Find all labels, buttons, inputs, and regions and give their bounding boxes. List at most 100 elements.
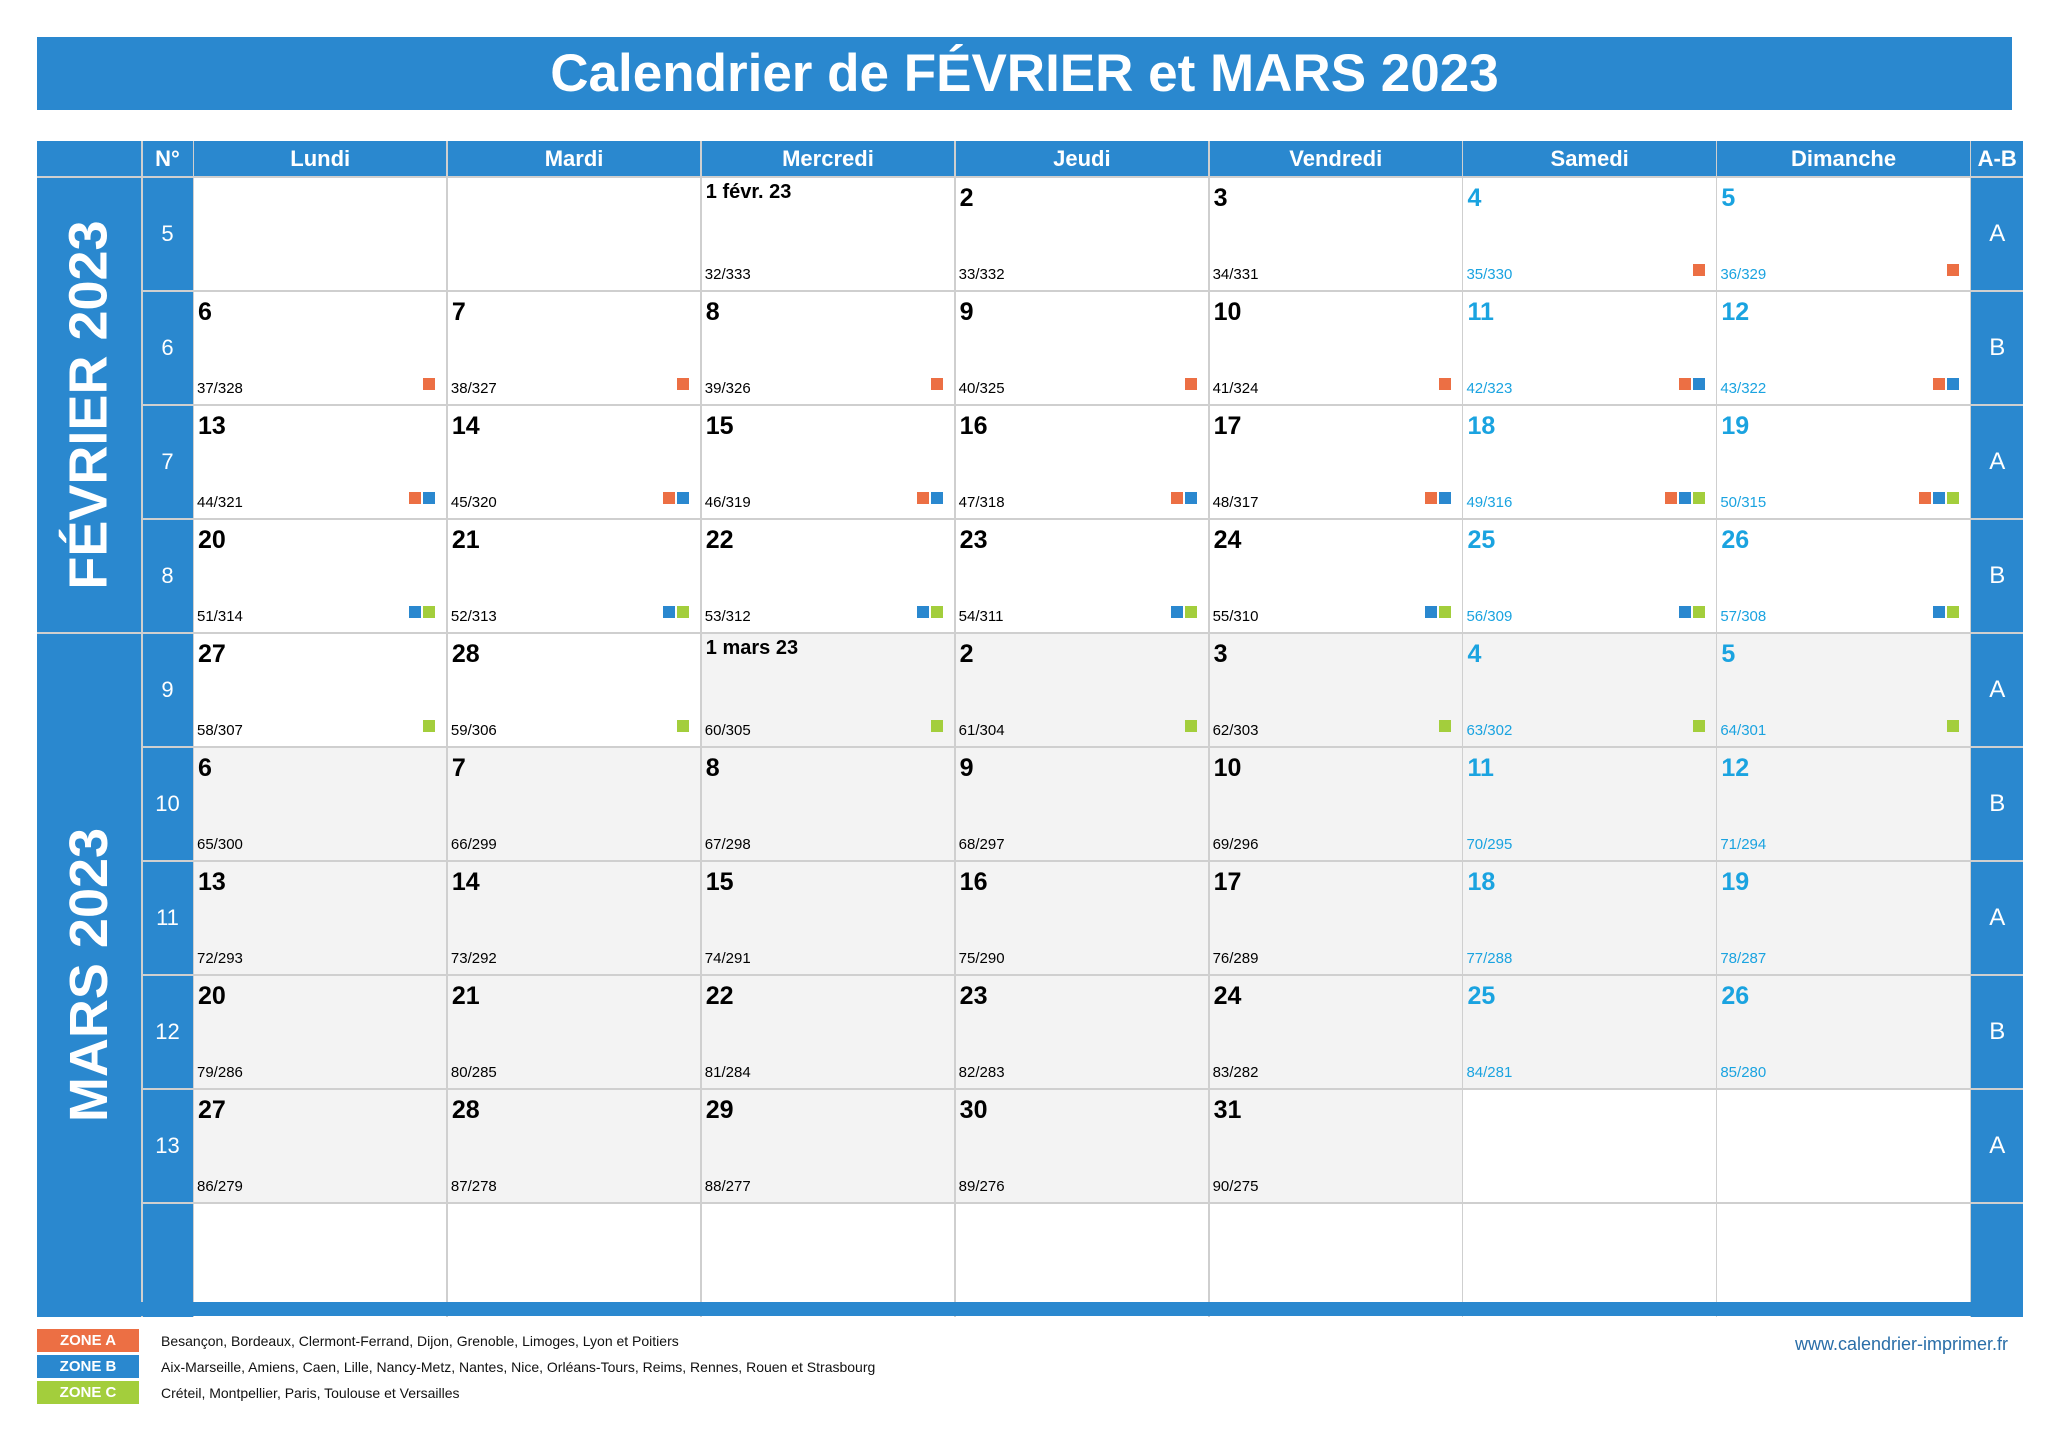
day-number: 12 [1721,297,1750,326]
zone-a-cities: Besançon, Bordeaux, Clermont-Ferrand, Di… [161,1332,679,1349]
day-number: 9 [959,297,974,326]
website-link[interactable]: www.calendrier-imprimer.fr [1794,1334,2008,1354]
day-of-year: 58/307 [197,722,243,739]
day-number: 3 [1213,183,1228,212]
school-zones [1424,606,1451,618]
day-cell-mercredi[interactable]: 29 88/277 [701,1089,955,1202]
day-cell-dimanche[interactable]: 26 85/280 [1717,975,1970,1088]
day-cell-samedi[interactable]: 11 42/323 [1463,291,1716,404]
zone-a-marker [917,492,930,504]
day-cell-dimanche[interactable]: 19 78/287 [1717,861,1970,974]
zone-c-cities: Créteil, Montpellier, Paris, Toulouse et… [161,1384,460,1401]
day-cell-lundi[interactable]: 27 58/307 [194,633,447,746]
day-cell-jeudi[interactable]: 9 40/325 [955,291,1209,404]
day-of-year: 70/295 [1466,836,1513,853]
day-cell-mardi[interactable]: 14 45/320 [447,405,701,518]
day-number: 2 [959,639,974,668]
day-number: 13 [198,411,226,440]
day-of-year: 86/279 [197,1178,243,1195]
day-cell-jeudi[interactable]: 23 54/311 [955,519,1209,632]
day-cell-mardi[interactable]: 21 80/285 [447,975,701,1088]
day-cell-jeudi[interactable]: 16 75/290 [955,861,1209,974]
day-cell-vendredi[interactable]: 10 41/324 [1209,291,1462,404]
day-number: 13 [198,867,226,896]
day-cell-jeudi[interactable]: 9 68/297 [955,747,1209,860]
day-cell-vendredi[interactable]: 17 48/317 [1209,405,1462,518]
day-cell-samedi[interactable]: 4 35/330 [1463,177,1716,290]
day-cell-mercredi[interactable]: 22 53/312 [701,519,955,632]
day-number: 16 [959,411,988,440]
day-cell-jeudi[interactable]: 16 47/318 [955,405,1209,518]
school-zones [1932,606,1959,618]
day-cell-jeudi[interactable]: 30 89/276 [955,1089,1209,1202]
day-of-year: 60/305 [704,722,751,739]
day-cell-vendredi[interactable]: 3 34/331 [1209,177,1462,290]
day-cell-jeudi[interactable]: 23 82/283 [955,975,1209,1088]
week-number: 10 [142,747,193,860]
day-number: 28 [451,1095,480,1124]
day-cell-vendredi[interactable]: 24 83/282 [1209,975,1462,1088]
day-cell-mercredi[interactable]: 22 81/284 [701,975,955,1088]
empty-week-cell [142,1203,193,1317]
month-label-mars-text: MARS 2023 [59,827,120,1123]
day-cell-lundi[interactable]: 20 51/314 [194,519,447,632]
day-cell-dimanche[interactable]: 5 36/329 [1717,177,1970,290]
school-zones [917,606,944,618]
school-zones [917,492,944,504]
day-cell-mercredi[interactable]: 8 67/298 [701,747,955,860]
day-cell-mardi[interactable]: 7 66/299 [447,747,701,860]
day-cell-mercredi[interactable]: 1 févr. 23 32/333 [701,177,955,290]
day-cell-lundi[interactable]: 27 86/279 [194,1089,447,1202]
day-of-year: 87/278 [450,1178,497,1195]
day-number: 2 [959,183,974,212]
day-cell-lundi[interactable]: 6 37/328 [194,291,447,404]
day-cell-vendredi[interactable]: 3 62/303 [1209,633,1462,746]
day-cell-mercredi[interactable]: 1 mars 23 60/305 [701,633,955,746]
day-cell-samedi[interactable]: 18 49/316 [1463,405,1716,518]
day-cell-samedi[interactable]: 25 56/309 [1463,519,1716,632]
day-cell-dimanche[interactable]: 26 57/308 [1717,519,1970,632]
day-cell-lundi[interactable]: 13 72/293 [194,861,447,974]
legend-zone-b: ZONE B Aix-Marseille, Amiens, Caen, Lill… [37,1355,875,1378]
empty-month-cell [37,1203,141,1317]
day-cell-lundi[interactable]: 6 65/300 [194,747,447,860]
day-cell-vendredi[interactable]: 31 90/275 [1209,1089,1462,1202]
day-cell-mardi[interactable]: 14 73/292 [447,861,701,974]
zone-b-marker [1932,492,1945,504]
day-cell-dimanche[interactable]: 12 71/294 [1717,747,1970,860]
day-cell-samedi[interactable]: 25 84/281 [1463,975,1716,1088]
day-cell-mercredi[interactable]: 15 46/319 [701,405,955,518]
day-number: 8 [705,753,720,782]
day-cell-vendredi[interactable]: 10 69/296 [1209,747,1462,860]
day-of-year: 42/323 [1466,380,1513,397]
day-cell-dimanche[interactable]: 5 64/301 [1717,633,1970,746]
day-cell-samedi[interactable]: 18 77/288 [1463,861,1716,974]
day-cell-mercredi[interactable]: 8 39/326 [701,291,955,404]
day-number: 4 [1467,639,1482,668]
day-cell-mercredi[interactable]: 15 74/291 [701,861,955,974]
header-corner [37,141,141,176]
zone-b-marker [1185,492,1198,504]
day-cell-mardi[interactable]: 28 87/278 [447,1089,701,1202]
day-cell-mardi[interactable]: 7 38/327 [447,291,701,404]
day-cell-jeudi[interactable]: 2 61/304 [955,633,1209,746]
ab-week-label: A [1971,405,2024,518]
day-of-year: 35/330 [1466,266,1513,283]
day-of-year: 40/325 [958,380,1005,397]
day-cell-mardi[interactable]: 28 59/306 [447,633,701,746]
day-cell-dimanche[interactable]: 19 50/315 [1717,405,1970,518]
day-number: 5 [1721,183,1736,212]
day-cell-lundi[interactable]: 20 79/286 [194,975,447,1088]
zone-c-marker [1692,720,1705,732]
day-cell-lundi[interactable]: 13 44/321 [194,405,447,518]
day-cell-dimanche[interactable]: 12 43/322 [1717,291,1970,404]
day-cell-vendredi[interactable]: 17 76/289 [1209,861,1462,974]
day-cell-samedi[interactable]: 4 63/302 [1463,633,1716,746]
zone-c-marker [931,720,944,732]
day-cell-jeudi[interactable]: 2 33/332 [955,177,1209,290]
day-number: 22 [705,525,734,554]
day-cell-mardi[interactable]: 21 52/313 [447,519,701,632]
day-cell-vendredi[interactable]: 24 55/310 [1209,519,1462,632]
zone-c-marker [423,720,436,732]
day-cell-samedi[interactable]: 11 70/295 [1463,747,1716,860]
